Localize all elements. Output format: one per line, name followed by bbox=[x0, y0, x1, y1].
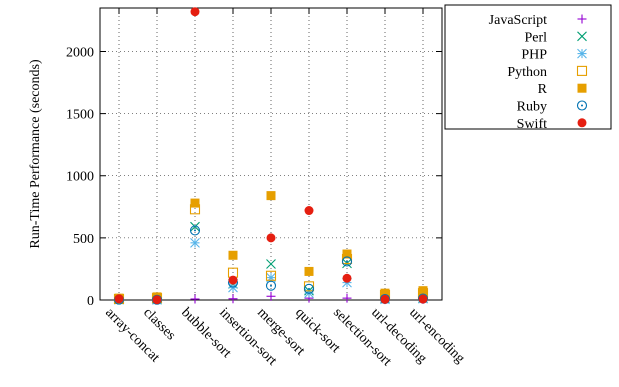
marker-shape bbox=[418, 294, 428, 304]
legend-marker-perl bbox=[577, 31, 587, 42]
marker-shape bbox=[380, 294, 390, 304]
legend-marker-javascript bbox=[577, 14, 587, 24]
legend-label: Python bbox=[507, 65, 547, 80]
legend-marker-ruby bbox=[576, 100, 588, 111]
data-point-php bbox=[190, 237, 200, 248]
marker-stroke bbox=[577, 31, 587, 42]
marker-shape bbox=[418, 286, 428, 296]
marker-stroke bbox=[266, 259, 276, 269]
marker-shape bbox=[303, 283, 315, 294]
legend-marker-python bbox=[576, 65, 588, 76]
data-point-javascript bbox=[342, 293, 352, 303]
data-point-python bbox=[265, 270, 277, 281]
y-axis-ticks: 0 500 1000 1500 2000 bbox=[66, 45, 442, 309]
data-point-ruby bbox=[341, 256, 353, 267]
marker-shape bbox=[303, 281, 315, 292]
marker-center bbox=[581, 104, 583, 107]
legend-label: Swift bbox=[517, 117, 547, 132]
legend-label: Ruby bbox=[517, 100, 547, 115]
data-point-swift bbox=[418, 294, 428, 304]
marker-shape bbox=[577, 83, 587, 93]
data-point-python bbox=[303, 281, 315, 292]
data-point-r bbox=[266, 191, 276, 201]
y-tick-label: 500 bbox=[73, 232, 94, 247]
data-point-javascript bbox=[228, 294, 238, 304]
marker-shape bbox=[265, 280, 277, 291]
marker-stroke bbox=[190, 221, 200, 232]
data-point-ruby bbox=[303, 283, 315, 294]
marker-shape bbox=[576, 100, 588, 111]
y-tick-label: 1500 bbox=[66, 108, 94, 123]
data-point-r bbox=[228, 250, 238, 260]
data-point-ruby bbox=[189, 225, 201, 236]
marker-shape bbox=[341, 256, 353, 267]
marker-center bbox=[308, 287, 310, 290]
data-point-swift bbox=[380, 294, 390, 304]
marker-center bbox=[270, 284, 272, 287]
marker-shape bbox=[576, 65, 588, 76]
marker-shape bbox=[577, 118, 587, 128]
data-point-r bbox=[418, 286, 428, 296]
data-point-swift bbox=[152, 295, 162, 305]
marker-stroke bbox=[577, 48, 587, 59]
data-point-perl bbox=[190, 221, 200, 232]
data-point-swift bbox=[266, 233, 276, 243]
grid-lines bbox=[100, 8, 442, 300]
data-point-perl bbox=[266, 259, 276, 269]
data-point-r bbox=[304, 266, 314, 276]
marker-shape bbox=[114, 294, 124, 304]
y-tick-label: 1000 bbox=[66, 170, 94, 185]
data-point-javascript bbox=[190, 294, 200, 304]
data-point-swift bbox=[114, 294, 124, 304]
legend-label: JavaScript bbox=[489, 13, 547, 28]
y-axis-label: Run-Time Performance (seconds) bbox=[28, 59, 43, 249]
marker-stroke bbox=[190, 237, 200, 248]
marker-shape bbox=[304, 206, 314, 216]
marker-shape bbox=[342, 249, 352, 259]
marker-shape bbox=[152, 295, 162, 305]
legend-label: R bbox=[538, 82, 548, 97]
legend-marker-php bbox=[577, 48, 587, 59]
data-point-javascript bbox=[266, 291, 276, 301]
marker-center bbox=[346, 260, 348, 263]
data-point-swift bbox=[228, 275, 238, 285]
data-point-swift bbox=[190, 7, 200, 17]
marker-center bbox=[194, 229, 196, 232]
marker-shape bbox=[342, 273, 352, 283]
data-point-r bbox=[380, 288, 390, 298]
data-point-swift bbox=[342, 273, 352, 283]
data-point-r bbox=[190, 198, 200, 208]
marker-shape bbox=[266, 191, 276, 201]
data-points bbox=[113, 7, 429, 305]
data-point-r bbox=[342, 249, 352, 259]
marker-shape bbox=[380, 288, 390, 298]
marker-shape bbox=[190, 198, 200, 208]
legend: JavaScript Perl PHP Python R Ruby Swift bbox=[444, 4, 612, 132]
legend-box bbox=[444, 4, 612, 130]
marker-shape bbox=[304, 266, 314, 276]
data-point-swift bbox=[304, 206, 314, 216]
y-tick-label: 0 bbox=[87, 294, 94, 309]
marker-shape bbox=[228, 275, 238, 285]
data-point-ruby bbox=[265, 280, 277, 291]
marker-shape bbox=[228, 250, 238, 260]
marker-shape bbox=[189, 225, 201, 236]
legend-label: PHP bbox=[521, 48, 547, 63]
marker-shape bbox=[265, 270, 277, 281]
legend-label: Perl bbox=[524, 30, 547, 45]
marker-shape bbox=[266, 233, 276, 243]
legend-marker-r bbox=[577, 83, 587, 93]
legend-marker-swift bbox=[577, 118, 587, 128]
marker-shape bbox=[190, 7, 200, 17]
y-tick-label: 2000 bbox=[66, 45, 94, 60]
